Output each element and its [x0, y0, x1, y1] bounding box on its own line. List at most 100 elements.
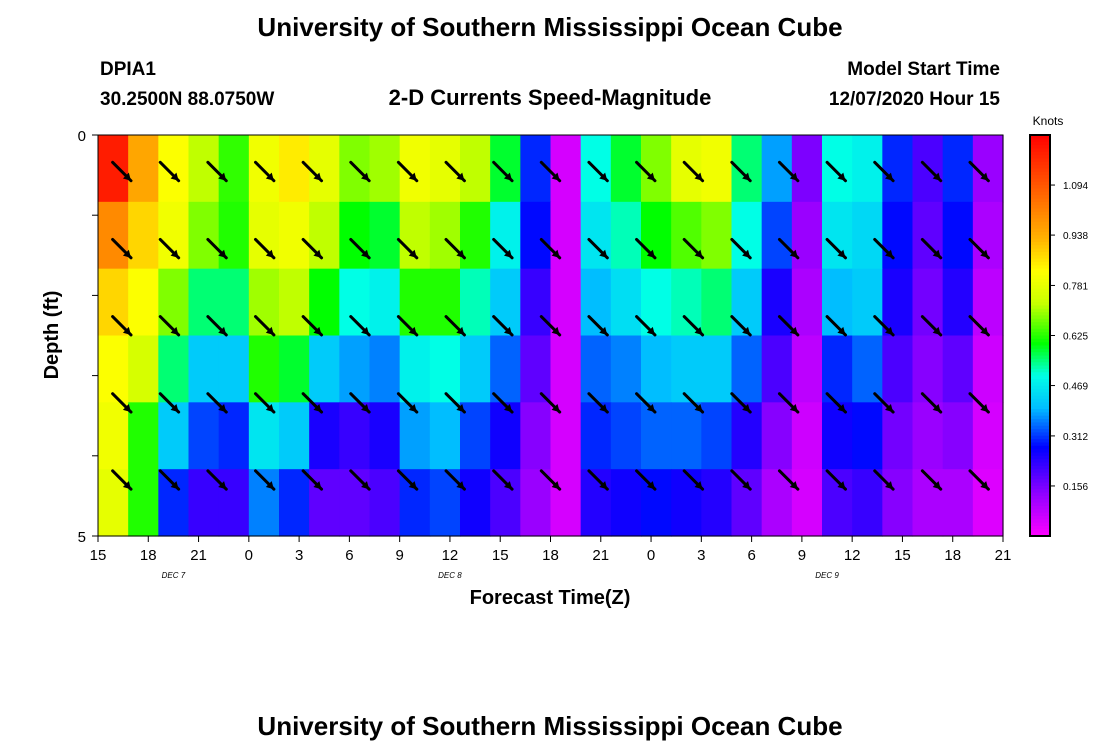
- colorbar-segment: [1030, 429, 1050, 434]
- current-vector-arrow: [396, 160, 419, 183]
- heatmap-cell: [580, 402, 612, 470]
- current-vector-arrow: [730, 237, 752, 260]
- heatmap-cell: [701, 135, 733, 203]
- colorbar-segment: [1030, 355, 1050, 360]
- heatmap-cell: [791, 135, 823, 203]
- date-label: DEC 7: [162, 571, 186, 580]
- x-axis: 15 18 21 0 3 6 9 12 15 18 21 0 3 6 9 12 15 18 21 DEC 7 DEC 8…: [90, 536, 1011, 580]
- colorbar-segment: [1030, 155, 1050, 159]
- current-vector-arrow: [587, 160, 609, 183]
- heatmap-cell: [671, 335, 702, 403]
- current-vector-arrow: [492, 237, 514, 260]
- x-tick-label: 9: [798, 547, 806, 564]
- colorbar-tick-label: 0.625: [1063, 332, 1088, 343]
- heatmap-cell: [822, 335, 853, 403]
- colorbar-segment: [1030, 472, 1050, 477]
- current-vector-arrow: [301, 469, 324, 491]
- heatmap-cell: [339, 201, 371, 270]
- date-label: DEC 8: [438, 571, 462, 580]
- colorbar-segment: [1030, 449, 1050, 454]
- colorbar-segment: [1030, 499, 1050, 504]
- heatmap-cell: [128, 469, 159, 537]
- heatmap-cell: [399, 469, 431, 537]
- heatmap-cell: [822, 402, 853, 470]
- colorbar-segment: [1030, 462, 1050, 467]
- current-vector-arrow: [825, 392, 847, 414]
- colorbar-segment: [1030, 318, 1050, 323]
- current-vector-arrow: [777, 469, 800, 491]
- heatmap-cell: [369, 268, 401, 337]
- current-vector-arrow: [777, 160, 800, 183]
- current-vector-arrow: [587, 392, 609, 414]
- heatmap-cell: [761, 201, 793, 270]
- x-tick-label: 0: [245, 547, 253, 564]
- colorbar-segment: [1030, 435, 1050, 440]
- heatmap-cell: [761, 402, 793, 470]
- heatmap-cell: [339, 135, 371, 203]
- heatmap-cell: [912, 201, 944, 270]
- heatmap-cell: [580, 469, 612, 537]
- colorbar-segment: [1030, 392, 1050, 397]
- current-vector-arrow: [444, 315, 466, 337]
- colorbar-segment: [1030, 288, 1050, 293]
- heatmap-cell: [610, 201, 642, 270]
- heatmap-cell: [610, 335, 642, 403]
- colorbar-segment: [1030, 245, 1050, 250]
- current-vector-arrow: [158, 237, 181, 260]
- heatmap-cell: [339, 335, 371, 403]
- heatmap-cell: [641, 402, 672, 470]
- colorbar-segment: [1030, 375, 1050, 380]
- heatmap-cell: [701, 469, 733, 537]
- heatmap-cell: [550, 135, 582, 203]
- station-id: DPIA1: [100, 59, 156, 80]
- heatmap-cell: [731, 201, 763, 270]
- current-vector-arrow: [539, 469, 562, 491]
- colorbar-segment: [1030, 338, 1050, 343]
- heatmap-cell: [128, 335, 159, 403]
- current-vector-arrow: [920, 237, 943, 260]
- colorbar-segment: [1030, 251, 1050, 256]
- x-tick-label: 0: [647, 547, 655, 564]
- heatmap-cell: [188, 268, 220, 337]
- colorbar-tick-label: 0.469: [1063, 382, 1088, 393]
- colorbar-segment: [1030, 485, 1050, 490]
- colorbar-segment: [1030, 325, 1050, 330]
- colorbar-segment: [1030, 238, 1050, 243]
- current-vector-arrow: [968, 392, 990, 414]
- heatmap-cell: [852, 402, 883, 470]
- heatmap-cell: [339, 268, 371, 337]
- heatmap-cell: [852, 469, 883, 537]
- colorbar-segment: [1030, 261, 1050, 266]
- current-vector-arrow: [301, 392, 324, 414]
- current-vector-arrow: [206, 469, 228, 491]
- colorbar-segment: [1030, 525, 1050, 530]
- colorbar-segment: [1030, 335, 1050, 340]
- colorbar-segment: [1030, 529, 1050, 534]
- heatmap-cell: [671, 268, 702, 337]
- colorbar-segment: [1030, 465, 1050, 470]
- current-vector-arrow: [730, 469, 752, 491]
- heatmap-cell: [339, 469, 371, 537]
- colorbar-segment: [1030, 489, 1050, 494]
- heatmap-cell: [279, 268, 310, 337]
- heatmap-cell: [791, 402, 823, 470]
- colorbar-segment: [1030, 248, 1050, 253]
- colorbar-segment: [1030, 372, 1050, 377]
- heatmap-cell: [822, 201, 853, 270]
- x-tick-label: 3: [295, 547, 303, 564]
- colorbar-segment: [1030, 328, 1050, 333]
- current-vector-arrow: [968, 469, 990, 491]
- colorbar-segment: [1030, 342, 1050, 347]
- heatmap-cell: [248, 402, 280, 470]
- colorbar-segment: [1030, 459, 1050, 464]
- colorbar-segment: [1030, 492, 1050, 497]
- current-vector-arrow: [444, 392, 466, 414]
- heatmap-cell: [490, 201, 521, 270]
- current-vector-arrow: [920, 392, 943, 414]
- colorbar-segment: [1030, 168, 1050, 173]
- current-vector-arrow: [396, 237, 419, 260]
- x-tick-label: 9: [395, 547, 403, 564]
- colorbar-segment: [1030, 151, 1050, 156]
- colorbar-segment: [1030, 505, 1050, 510]
